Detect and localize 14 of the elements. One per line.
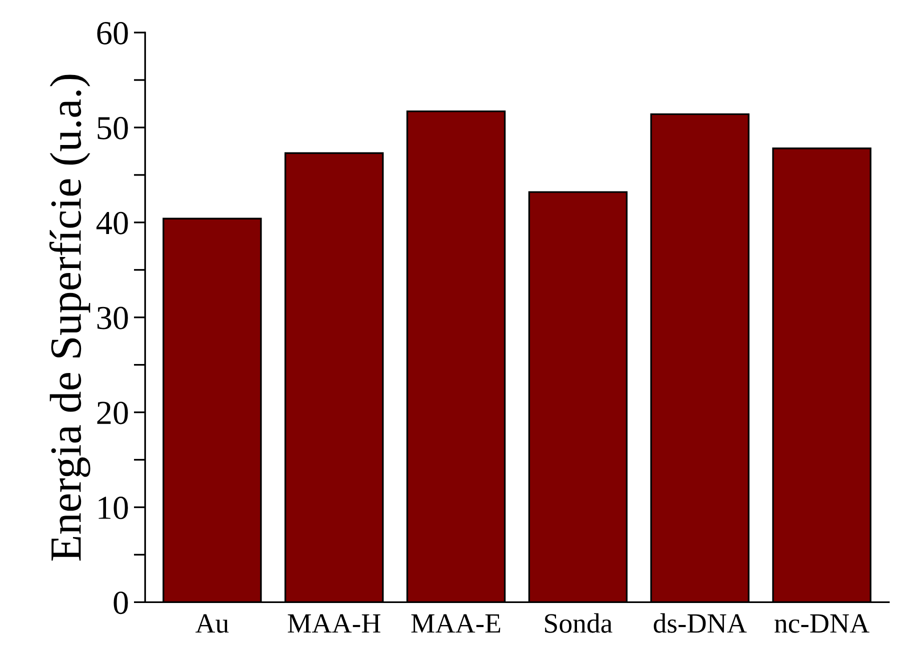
y-tick-label: 40: [96, 212, 128, 234]
y-axis-title: Energia de Superfície (u.a.): [49, 74, 90, 561]
y-tick-label: 10: [98, 496, 128, 520]
x-tick-label: MAA-E: [411, 614, 500, 633]
y-tick-label: 50: [98, 116, 128, 140]
y-tick-label: 0: [114, 592, 128, 614]
x-tick-label: MAA-H: [288, 614, 380, 633]
x-tick-label: Au: [195, 614, 229, 633]
x-tick-label: Sonda: [545, 613, 612, 633]
x-tick-label: nc-DNA: [774, 614, 870, 633]
x-tick-label: ds-DNA: [654, 613, 747, 633]
y-tick-label: 30: [97, 306, 128, 330]
y-tick-label: 60: [97, 22, 128, 44]
y-tick-label: 20: [97, 402, 128, 424]
